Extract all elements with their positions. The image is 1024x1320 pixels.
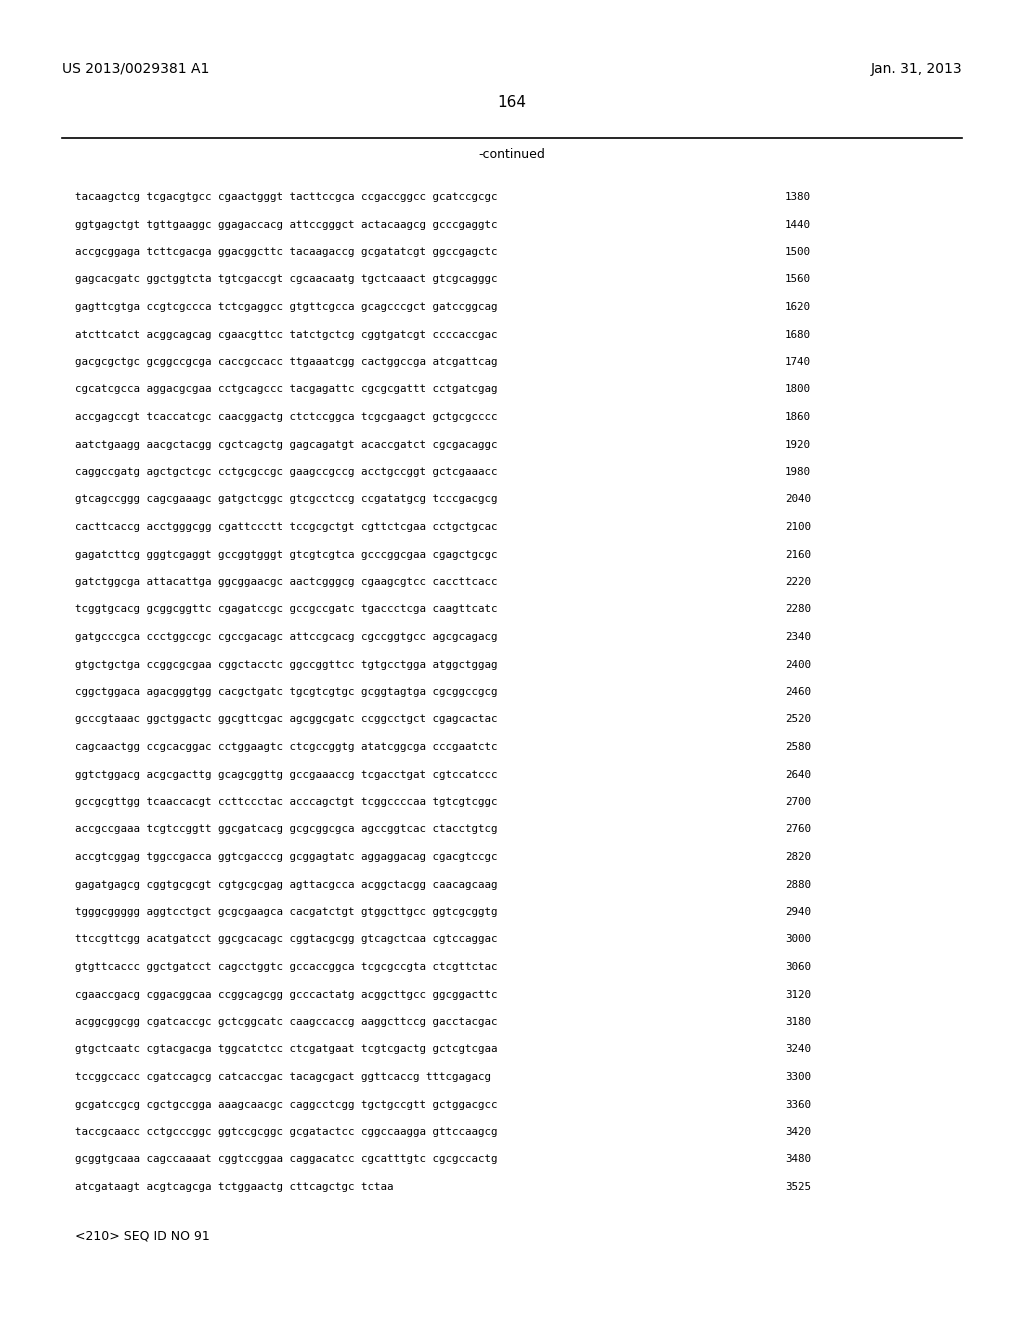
Text: 2400: 2400 xyxy=(785,660,811,669)
Text: 2820: 2820 xyxy=(785,851,811,862)
Text: ggtctggacg acgcgacttg gcagcggttg gccgaaaccg tcgacctgat cgtccatccc: ggtctggacg acgcgacttg gcagcggttg gccgaaa… xyxy=(75,770,498,780)
Text: 2940: 2940 xyxy=(785,907,811,917)
Text: atcttcatct acggcagcag cgaacgttcc tatctgctcg cggtgatcgt ccccaccgac: atcttcatct acggcagcag cgaacgttcc tatctgc… xyxy=(75,330,498,339)
Text: -continued: -continued xyxy=(478,148,546,161)
Text: gatctggcga attacattga ggcggaacgc aactcgggcg cgaagcgtcc caccttcacc: gatctggcga attacattga ggcggaacgc aactcgg… xyxy=(75,577,498,587)
Text: <210> SEQ ID NO 91: <210> SEQ ID NO 91 xyxy=(75,1229,210,1242)
Text: 2340: 2340 xyxy=(785,632,811,642)
Text: 2700: 2700 xyxy=(785,797,811,807)
Text: 1380: 1380 xyxy=(785,191,811,202)
Text: gccgcgttgg tcaaccacgt ccttccctac acccagctgt tcggccccaa tgtcgtcggc: gccgcgttgg tcaaccacgt ccttccctac acccagc… xyxy=(75,797,498,807)
Text: tacaagctcg tcgacgtgcc cgaactgggt tacttccgca ccgaccggcc gcatccgcgc: tacaagctcg tcgacgtgcc cgaactgggt tacttcc… xyxy=(75,191,498,202)
Text: 1620: 1620 xyxy=(785,302,811,312)
Text: gtgctgctga ccggcgcgaa cggctacctc ggccggttcc tgtgcctgga atggctggag: gtgctgctga ccggcgcgaa cggctacctc ggccggt… xyxy=(75,660,498,669)
Text: 2280: 2280 xyxy=(785,605,811,615)
Text: 1440: 1440 xyxy=(785,219,811,230)
Text: gcggtgcaaa cagccaaaat cggtccggaa caggacatcc cgcatttgtc cgcgccactg: gcggtgcaaa cagccaaaat cggtccggaa caggaca… xyxy=(75,1155,498,1164)
Text: 3120: 3120 xyxy=(785,990,811,999)
Text: 1500: 1500 xyxy=(785,247,811,257)
Text: gcgatccgcg cgctgccgga aaagcaacgc caggcctcgg tgctgccgtt gctggacgcc: gcgatccgcg cgctgccgga aaagcaacgc caggcct… xyxy=(75,1100,498,1110)
Text: caggccgatg agctgctcgc cctgcgccgc gaagccgccg acctgccggt gctcgaaacc: caggccgatg agctgctcgc cctgcgccgc gaagccg… xyxy=(75,467,498,477)
Text: 3480: 3480 xyxy=(785,1155,811,1164)
Text: atcgataagt acgtcagcga tctggaactg cttcagctgc tctaa: atcgataagt acgtcagcga tctggaactg cttcagc… xyxy=(75,1181,393,1192)
Text: gcccgtaaac ggctggactc ggcgttcgac agcggcgatc ccggcctgct cgagcactac: gcccgtaaac ggctggactc ggcgttcgac agcggcg… xyxy=(75,714,498,725)
Text: cgaaccgacg cggacggcaa ccggcagcgg gcccactatg acggcttgcc ggcggacttc: cgaaccgacg cggacggcaa ccggcagcgg gcccact… xyxy=(75,990,498,999)
Text: 2580: 2580 xyxy=(785,742,811,752)
Text: gagcacgatc ggctggtcta tgtcgaccgt cgcaacaatg tgctcaaact gtcgcagggc: gagcacgatc ggctggtcta tgtcgaccgt cgcaaca… xyxy=(75,275,498,285)
Text: accgccgaaa tcgtccggtt ggcgatcacg gcgcggcgca agccggtcac ctacctgtcg: accgccgaaa tcgtccggtt ggcgatcacg gcgcggc… xyxy=(75,825,498,834)
Text: tccggccacc cgatccagcg catcaccgac tacagcgact ggttcaccg tttcgagacg: tccggccacc cgatccagcg catcaccgac tacagcg… xyxy=(75,1072,490,1082)
Text: cggctggaca agacgggtgg cacgctgatc tgcgtcgtgc gcggtagtga cgcggccgcg: cggctggaca agacgggtgg cacgctgatc tgcgtcg… xyxy=(75,686,498,697)
Text: gagatcttcg gggtcgaggt gccggtgggt gtcgtcgtca gcccggcgaa cgagctgcgc: gagatcttcg gggtcgaggt gccggtgggt gtcgtcg… xyxy=(75,549,498,560)
Text: accgcggaga tcttcgacga ggacggcttc tacaagaccg gcgatatcgt ggccgagctc: accgcggaga tcttcgacga ggacggcttc tacaaga… xyxy=(75,247,498,257)
Text: gtgttcaccc ggctgatcct cagcctggtc gccaccggca tcgcgccgta ctcgttctac: gtgttcaccc ggctgatcct cagcctggtc gccaccg… xyxy=(75,962,498,972)
Text: accgtcggag tggccgacca ggtcgacccg gcggagtatc aggaggacag cgacgtccgc: accgtcggag tggccgacca ggtcgacccg gcggagt… xyxy=(75,851,498,862)
Text: cacttcaccg acctgggcgg cgattccctt tccgcgctgt cgttctcgaa cctgctgcac: cacttcaccg acctgggcgg cgattccctt tccgcgc… xyxy=(75,521,498,532)
Text: cagcaactgg ccgcacggac cctggaagtc ctcgccggtg atatcggcga cccgaatctc: cagcaactgg ccgcacggac cctggaagtc ctcgccg… xyxy=(75,742,498,752)
Text: 2040: 2040 xyxy=(785,495,811,504)
Text: 2760: 2760 xyxy=(785,825,811,834)
Text: cgcatcgcca aggacgcgaa cctgcagccc tacgagattc cgcgcgattt cctgatcgag: cgcatcgcca aggacgcgaa cctgcagccc tacgaga… xyxy=(75,384,498,395)
Text: gagttcgtga ccgtcgccca tctcgaggcc gtgttcgcca gcagcccgct gatccggcag: gagttcgtga ccgtcgccca tctcgaggcc gtgttcg… xyxy=(75,302,498,312)
Text: Jan. 31, 2013: Jan. 31, 2013 xyxy=(870,62,962,77)
Text: 1980: 1980 xyxy=(785,467,811,477)
Text: 1860: 1860 xyxy=(785,412,811,422)
Text: ttccgttcgg acatgatcct ggcgcacagc cggtacgcgg gtcagctcaa cgtccaggac: ttccgttcgg acatgatcct ggcgcacagc cggtacg… xyxy=(75,935,498,945)
Text: 3000: 3000 xyxy=(785,935,811,945)
Text: 1740: 1740 xyxy=(785,356,811,367)
Text: taccgcaacc cctgcccggc ggtccgcggc gcgatactcc cggccaagga gttccaagcg: taccgcaacc cctgcccggc ggtccgcggc gcgatac… xyxy=(75,1127,498,1137)
Text: gagatgagcg cggtgcgcgt cgtgcgcgag agttacgcca acggctacgg caacagcaag: gagatgagcg cggtgcgcgt cgtgcgcgag agttacg… xyxy=(75,879,498,890)
Text: gtcagccggg cagcgaaagc gatgctcggc gtcgcctccg ccgatatgcg tcccgacgcg: gtcagccggg cagcgaaagc gatgctcggc gtcgcct… xyxy=(75,495,498,504)
Text: 164: 164 xyxy=(498,95,526,110)
Text: 3525: 3525 xyxy=(785,1181,811,1192)
Text: 2520: 2520 xyxy=(785,714,811,725)
Text: 2160: 2160 xyxy=(785,549,811,560)
Text: 1560: 1560 xyxy=(785,275,811,285)
Text: 2880: 2880 xyxy=(785,879,811,890)
Text: 1680: 1680 xyxy=(785,330,811,339)
Text: accgagccgt tcaccatcgc caacggactg ctctccggca tcgcgaagct gctgcgcccc: accgagccgt tcaccatcgc caacggactg ctctccg… xyxy=(75,412,498,422)
Text: 3300: 3300 xyxy=(785,1072,811,1082)
Text: tgggcggggg aggtcctgct gcgcgaagca cacgatctgt gtggcttgcc ggtcgcggtg: tgggcggggg aggtcctgct gcgcgaagca cacgatc… xyxy=(75,907,498,917)
Text: aatctgaagg aacgctacgg cgctcagctg gagcagatgt acaccgatct cgcgacaggc: aatctgaagg aacgctacgg cgctcagctg gagcaga… xyxy=(75,440,498,450)
Text: 3060: 3060 xyxy=(785,962,811,972)
Text: 2640: 2640 xyxy=(785,770,811,780)
Text: 2100: 2100 xyxy=(785,521,811,532)
Text: gacgcgctgc gcggccgcga caccgccacc ttgaaatcgg cactggccga atcgattcag: gacgcgctgc gcggccgcga caccgccacc ttgaaat… xyxy=(75,356,498,367)
Text: 3420: 3420 xyxy=(785,1127,811,1137)
Text: acggcggcgg cgatcaccgc gctcggcatc caagccaccg aaggcttccg gacctacgac: acggcggcgg cgatcaccgc gctcggcatc caagcca… xyxy=(75,1016,498,1027)
Text: US 2013/0029381 A1: US 2013/0029381 A1 xyxy=(62,62,209,77)
Text: gatgcccgca ccctggccgc cgccgacagc attccgcacg cgccggtgcc agcgcagacg: gatgcccgca ccctggccgc cgccgacagc attccgc… xyxy=(75,632,498,642)
Text: 1920: 1920 xyxy=(785,440,811,450)
Text: 2460: 2460 xyxy=(785,686,811,697)
Text: tcggtgcacg gcggcggttc cgagatccgc gccgccgatc tgaccctcga caagttcatc: tcggtgcacg gcggcggttc cgagatccgc gccgccg… xyxy=(75,605,498,615)
Text: 3240: 3240 xyxy=(785,1044,811,1055)
Text: gtgctcaatc cgtacgacga tggcatctcc ctcgatgaat tcgtcgactg gctcgtcgaa: gtgctcaatc cgtacgacga tggcatctcc ctcgatg… xyxy=(75,1044,498,1055)
Text: 3360: 3360 xyxy=(785,1100,811,1110)
Text: 2220: 2220 xyxy=(785,577,811,587)
Text: ggtgagctgt tgttgaaggc ggagaccacg attccgggct actacaagcg gcccgaggtc: ggtgagctgt tgttgaaggc ggagaccacg attccgg… xyxy=(75,219,498,230)
Text: 1800: 1800 xyxy=(785,384,811,395)
Text: 3180: 3180 xyxy=(785,1016,811,1027)
